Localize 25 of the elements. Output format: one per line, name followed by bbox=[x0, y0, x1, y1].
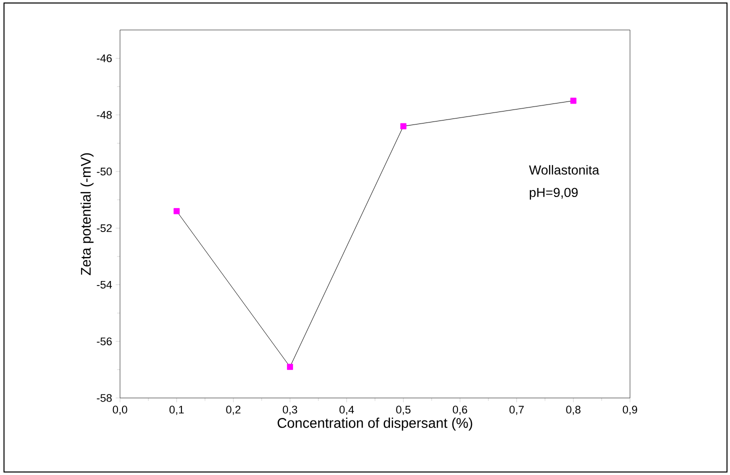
annotation: Wollastonita bbox=[529, 165, 600, 175]
x-tick-label: 0,6 bbox=[452, 406, 468, 415]
point bbox=[400, 123, 406, 130]
x-tick-label: 0,8 bbox=[566, 406, 580, 415]
y-tick-label: -54 bbox=[96, 280, 112, 289]
x-tick-label: 0,9 bbox=[622, 406, 638, 415]
x-axis-title: Concentration of dispersant (%) bbox=[278, 418, 472, 431]
x-tick-label: 0,4 bbox=[339, 406, 354, 415]
y-tick-label: -46 bbox=[96, 54, 112, 62]
x-tick-label: 0,2 bbox=[226, 406, 240, 415]
y-axis-title: Zeta potential (-mV) bbox=[80, 153, 94, 276]
x-tick-label: 0,1 bbox=[169, 406, 184, 415]
x-tick-label: 0,3 bbox=[282, 406, 298, 415]
point bbox=[286, 364, 294, 370]
y-tick-label: -58 bbox=[96, 394, 112, 402]
point bbox=[570, 98, 576, 104]
x-tick-label: 0,7 bbox=[509, 406, 524, 415]
x-tick-label: 0,5 bbox=[396, 406, 410, 415]
annotation: pH=9,09 bbox=[530, 188, 578, 200]
y-tick-label: -50 bbox=[96, 168, 112, 176]
y-tick-label: -52 bbox=[96, 224, 112, 232]
point bbox=[174, 208, 180, 214]
y-tick-label: -48 bbox=[96, 111, 112, 119]
y-tick-label: -56 bbox=[96, 338, 112, 346]
x-tick-label: 0,0 bbox=[112, 406, 128, 415]
